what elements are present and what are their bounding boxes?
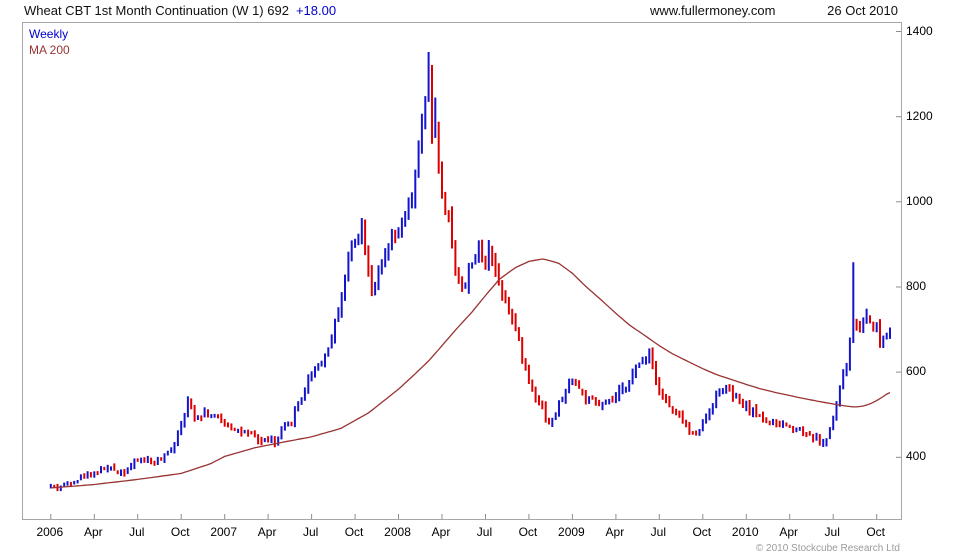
legend-ma200-label: MA 200 [29, 43, 70, 57]
chart-date: 26 Oct 2010 [827, 3, 898, 18]
x-tick-label: Oct [344, 525, 364, 539]
x-tick-label: Apr [431, 525, 451, 539]
x-tick-label: Jul [302, 525, 319, 539]
ma-200-line [50, 258, 891, 489]
x-tick-label: Apr [257, 525, 277, 539]
plot-area: Weekly MA 200 [22, 22, 902, 520]
chart-title: Wheat CBT 1st Month Continuation (W 1) 6… [24, 3, 289, 18]
legend-weekly-label: Weekly [29, 27, 69, 41]
x-tick-label: Oct [866, 525, 885, 539]
x-tick-label: 2006 [36, 525, 64, 539]
x-tick-label: Jul [129, 525, 145, 539]
x-tick-label: Apr [83, 525, 103, 539]
chart-change-value: +18.00 [295, 3, 337, 18]
x-tick-label: Jul [650, 525, 666, 539]
x-tick-label: Oct [170, 525, 190, 539]
x-tick-label: Jul [476, 525, 493, 539]
y-tick-label: 400 [906, 449, 927, 464]
chart-legend: Weekly MA 200 [29, 26, 70, 58]
chart-header: Wheat CBT 1st Month Continuation (W 1) 6… [24, 3, 336, 18]
x-tick-label: 2007 [210, 525, 238, 539]
y-tick-label: 800 [906, 278, 927, 293]
site-url-text: www.fullermoney.com [650, 3, 776, 18]
x-tick-label: 2008 [384, 525, 411, 539]
y-tick-label: 1200 [906, 108, 933, 123]
x-tick-label: Oct [518, 525, 538, 539]
x-tick-label: Oct [692, 525, 712, 539]
x-tick-label: Jul [824, 525, 840, 539]
y-tick-label: 1000 [906, 193, 933, 208]
x-tick-label: 2009 [558, 525, 585, 539]
x-tick-label: Apr [605, 525, 625, 539]
x-tick-label: 2010 [731, 525, 759, 539]
price-chart-svg [49, 31, 901, 519]
x-tick-label: Apr [779, 525, 799, 539]
y-tick-label: 600 [906, 364, 927, 379]
copyright-notice: © 2010 Stockcube Research Ltd [755, 543, 900, 554]
y-tick-label: 1400 [906, 23, 933, 38]
